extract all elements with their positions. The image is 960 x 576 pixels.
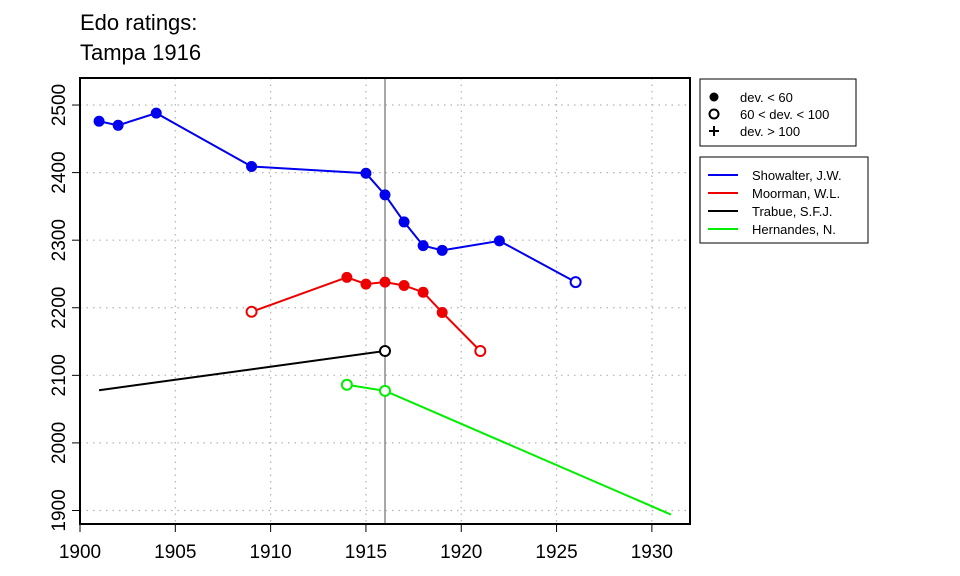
y-tick-label: 2300 — [49, 219, 70, 261]
data-point — [379, 276, 391, 288]
data-point — [360, 278, 372, 290]
y-tick-label: 2400 — [49, 151, 70, 193]
x-axis: 1900 1905 1910 1915 1920 1925 1930 — [59, 524, 673, 563]
open-circle-icon — [708, 108, 720, 120]
data-point — [436, 244, 448, 256]
series-legend-label: Hernandes, N. — [752, 222, 836, 237]
data-point — [493, 235, 505, 247]
data-point — [112, 119, 124, 131]
x-tick-label: 1915 — [345, 542, 387, 563]
data-point — [569, 276, 582, 289]
plus-icon — [709, 126, 719, 136]
data-point — [341, 271, 353, 283]
y-axis: 1900 2000 2100 2200 2300 2400 2500 — [49, 84, 80, 532]
plot-frame — [79, 77, 691, 525]
x-tick-label: 1905 — [154, 542, 196, 563]
grid-lines — [79, 78, 690, 524]
chart-title: Edo ratings: — [80, 10, 197, 35]
series-legend-label: Showalter, J.W. — [752, 168, 842, 183]
data-point — [398, 216, 410, 228]
y-tick-label: 2000 — [49, 422, 70, 464]
series-legend: Showalter, J.W. Moorman, W.L. Trabue, S.F.… — [699, 156, 869, 244]
data-point — [398, 279, 410, 291]
data-point — [245, 305, 258, 318]
data-point — [340, 378, 353, 391]
chart-subtitle: Tampa 1916 — [80, 40, 201, 65]
marker-legend-label: dev. > 100 — [740, 124, 800, 139]
series-legend-label: Moorman, W.L. — [752, 186, 840, 201]
data-point — [360, 167, 372, 179]
data-point — [379, 345, 391, 358]
filled-circle-icon — [709, 92, 719, 102]
y-tick-label: 1900 — [49, 489, 70, 531]
data-point — [436, 306, 448, 318]
x-tick-label: 1925 — [535, 542, 577, 563]
series-legend-label: Trabue, S.F.J. — [752, 204, 832, 219]
data-point — [379, 384, 391, 397]
x-tick-label: 1920 — [440, 542, 482, 563]
series-line — [346, 383, 672, 516]
data-point — [474, 345, 487, 358]
y-tick-label: 2500 — [49, 84, 70, 126]
data-point — [379, 189, 391, 201]
marker-legend-label: dev. < 60 — [740, 90, 793, 105]
marker-legend-label: 60 < dev. < 100 — [740, 107, 829, 122]
data-point — [417, 286, 429, 298]
x-tick-label: 1930 — [631, 542, 673, 563]
y-tick-label: 2200 — [49, 287, 70, 329]
series-line — [98, 350, 386, 392]
series-group — [93, 107, 672, 516]
y-tick-label: 2100 — [49, 354, 70, 396]
marker-legend-box — [699, 78, 857, 147]
data-point — [417, 240, 429, 252]
data-point — [246, 161, 258, 173]
data-point — [93, 115, 105, 127]
x-tick-label: 1910 — [249, 542, 291, 563]
marker-legend: dev. < 60 60 < dev. < 100 dev. > 100 — [699, 78, 857, 147]
data-point — [150, 107, 162, 119]
x-tick-label: 1900 — [59, 542, 101, 563]
series-line — [98, 112, 577, 283]
